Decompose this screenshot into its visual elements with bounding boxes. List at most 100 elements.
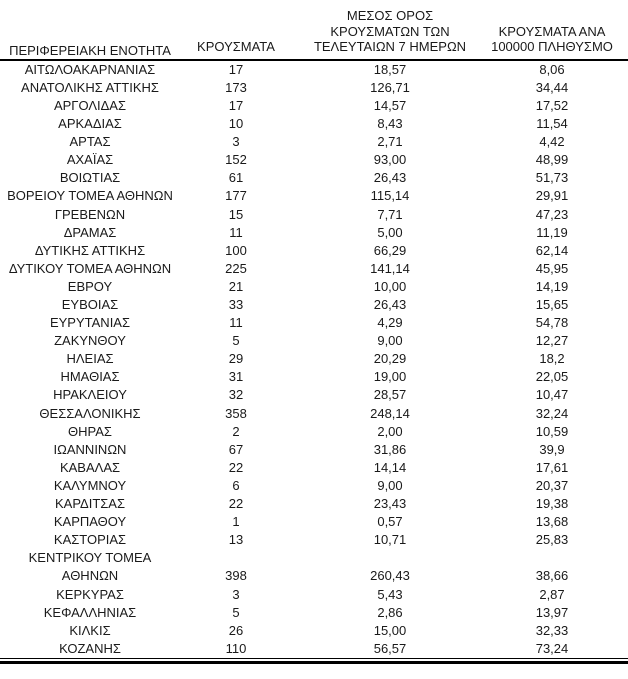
avg7-cell: 126,71 <box>370 79 410 95</box>
region-cell: ΑΧΑΪΑΣ <box>66 152 114 168</box>
region-cell: ΚΑΣΤΟΡΙΑΣ <box>53 532 127 548</box>
table-row: ΖΑΚΥΝΘΟΥ 5 9,00 12,27 <box>0 332 628 350</box>
per100k-cell: 73,24 <box>488 639 628 659</box>
table-row: ΘΕΣΣΑΛΟΝΙΚΗΣ 358 248,14 32,24 <box>0 405 628 423</box>
region-cell: ΚΕΦΑΛΛΗΝΙΑΣ <box>43 604 137 620</box>
region-cell: ΚΑΡΔΙΤΣΑΣ <box>54 496 126 512</box>
per100k-cell: 25,83 <box>535 532 569 548</box>
header-cases: ΚΡΟΥΣΜΑΤΑ <box>180 8 292 61</box>
per100k-cell: 54,78 <box>535 315 569 331</box>
avg7-cell: 56,57 <box>292 639 488 659</box>
per100k-cell: 32,24 <box>535 405 569 421</box>
cases-cell: 358 <box>225 405 247 421</box>
region-cell: ΕΒΡΟΥ <box>67 278 113 294</box>
region-cell: ΕΥΒΟΙΑΣ <box>61 297 119 312</box>
cases-cell: 22 <box>228 459 244 475</box>
avg7-cell: 93,00 <box>373 152 407 168</box>
cases-cell: 2 <box>232 423 240 439</box>
cases-cell: 31 <box>228 369 244 385</box>
table-row: ΗΡΑΚΛΕΙΟΥ 32 28,57 10,47 <box>0 386 628 404</box>
header-cases-label: ΚΡΟΥΣΜΑΤΑ <box>197 39 275 55</box>
table-row: ΔΡΑΜΑΣ 11 5,00 11,19 <box>0 224 628 242</box>
cases-cell: 152 <box>225 152 247 168</box>
cases-cell: 11 <box>229 224 243 240</box>
table-row: ΚΕΡΚΥΡΑΣ 3 5,43 2,87 <box>0 586 628 604</box>
per100k-cell: 4,42 <box>539 134 565 150</box>
per100k-cell: 2,87 <box>539 586 565 602</box>
region-cell: ΘΗΡΑΣ <box>68 423 112 439</box>
table-header: ΠΕΡΙΦΕΡΕΙΑΚΗ ΕΝΟΤΗΤΑ ΚΡΟΥΣΜΑΤΑ ΜΕΣΟΣ ΟΡΟ… <box>0 8 628 61</box>
avg7-cell: 7,71 <box>377 206 403 222</box>
avg7-cell: 9,00 <box>377 477 403 493</box>
cases-cell: 3 <box>232 586 240 602</box>
per100k-cell: 39,9 <box>539 441 565 457</box>
cases-cell: 5 <box>232 604 240 620</box>
table-row: ΕΥΡΥΤΑΝΙΑΣ 11 4,29 54,78 <box>0 314 628 332</box>
header-region-label: ΠΕΡΙΦΕΡΕΙΑΚΗ ΕΝΟΤΗΤΑ <box>9 43 171 59</box>
avg7-cell: 2,71 <box>377 134 403 150</box>
cases-cell: 26 <box>228 622 244 638</box>
cases-table: ΠΕΡΙΦΕΡΕΙΑΚΗ ΕΝΟΤΗΤΑ ΚΡΟΥΣΜΑΤΑ ΜΕΣΟΣ ΟΡΟ… <box>0 8 628 659</box>
cases-cell: 15 <box>228 206 244 222</box>
cases-cell: 21 <box>228 278 244 294</box>
avg7-cell: 2,86 <box>377 604 403 620</box>
table-row: ΚΑΡΠΑΘΟΥ 1 0,57 13,68 <box>0 513 628 531</box>
avg7-cell: 8,43 <box>377 116 403 132</box>
per100k-cell: 62,14 <box>535 242 569 258</box>
avg7-cell: 28,57 <box>373 387 407 403</box>
table-row: ΚΕΝΤΡΙΚΟΥ ΤΟΜΕΑ ΑΘΗΝΩΝ 398 260,43 38,66 <box>0 549 628 585</box>
table-row: ΑΡΚΑΔΙΑΣ 10 8,43 11,54 <box>0 115 628 133</box>
region-cell: ΔΡΑΜΑΣ <box>63 224 117 240</box>
header-avg7: ΜΕΣΟΣ ΟΡΟΣ ΚΡΟΥΣΜΑΤΩΝ ΤΩΝ ΤΕΛΕΥΤΑΙΩΝ 7 Η… <box>292 8 488 61</box>
avg7-cell: 5,00 <box>377 224 403 240</box>
table-row: ΚΑΛΥΜΝΟΥ 6 9,00 20,37 <box>0 477 628 495</box>
per100k-cell: 14,19 <box>535 278 569 294</box>
cases-cell: 177 <box>225 188 247 204</box>
table-row: ΑΧΑΪΑΣ 152 93,00 48,99 <box>0 151 628 169</box>
cases-cell: 1 <box>232 514 240 530</box>
region-cell: ΚΕΡΚΥΡΑΣ <box>56 586 124 602</box>
cases-cell: 11 <box>229 315 243 331</box>
cases-cell: 6 <box>232 477 240 493</box>
region-cell: ΑΡΤΑΣ <box>69 134 111 150</box>
per100k-cell: 13,68 <box>535 514 569 530</box>
region-cell: ΘΕΣΣΑΛΟΝΙΚΗΣ <box>39 405 141 421</box>
table-row: ΗΛΕΙΑΣ 29 20,29 18,2 <box>0 350 628 368</box>
table-row: ΔΥΤΙΚΟΥ ΤΟΜΕΑ ΑΘΗΝΩΝ 225 141,14 45,95 <box>0 260 628 278</box>
table-row: ΚΙΛΚΙΣ 26 15,00 32,33 <box>0 622 628 640</box>
table-row: ΚΟΖΑΝΗΣ 110 56,57 73,24 <box>0 639 628 659</box>
region-cell: ΚΕΝΤΡΙΚΟΥ ΤΟΜΕΑ ΑΘΗΝΩΝ <box>28 550 152 584</box>
per100k-cell: 48,99 <box>535 152 569 168</box>
cases-cell: 13 <box>228 532 244 548</box>
cases-cell: 3 <box>232 134 240 150</box>
avg7-cell: 5,43 <box>377 586 403 602</box>
per100k-cell: 13,97 <box>535 604 569 620</box>
cases-cell: 17 <box>228 97 244 113</box>
per100k-cell: 17,52 <box>535 97 569 113</box>
per100k-cell: 10,47 <box>535 387 569 403</box>
region-cell: ΑΝΑΤΟΛΙΚΗΣ ΑΤΤΙΚΗΣ <box>21 79 159 95</box>
per100k-cell: 34,44 <box>535 79 569 95</box>
region-cell: ΚΑΒΑΛΑΣ <box>59 459 121 475</box>
region-cell: ΗΡΑΚΛΕΙΟΥ <box>53 387 127 403</box>
avg7-cell: 26,43 <box>373 297 407 312</box>
header-avg7-line1: ΜΕΣΟΣ ΟΡΟΣ <box>346 8 434 23</box>
table-row: ΒΟΙΩΤΙΑΣ 61 26,43 51,73 <box>0 169 628 187</box>
region-cell: ΚΟΖΑΝΗΣ <box>0 639 180 659</box>
region-cell: ΑΡΓΟΛΙΔΑΣ <box>53 97 127 113</box>
avg7-cell: 248,14 <box>370 405 410 421</box>
bottom-rule <box>0 660 628 664</box>
avg7-cell: 9,00 <box>377 333 403 349</box>
region-cell: ΔΥΤΙΚΟΥ ΤΟΜΕΑ ΑΘΗΝΩΝ <box>8 260 172 276</box>
per100k-cell: 11,19 <box>536 224 568 240</box>
region-cell: ΚΑΡΠΑΘΟΥ <box>53 514 127 530</box>
table-row: ΒΟΡΕΙΟΥ ΤΟΜΕΑ ΑΘΗΝΩΝ 177 115,14 29,91 <box>0 187 628 205</box>
per100k-cell: 47,23 <box>535 206 569 222</box>
cases-cell: 29 <box>228 351 244 367</box>
per100k-cell: 32,33 <box>535 622 569 638</box>
cases-cell: 67 <box>228 441 244 457</box>
avg7-cell: 260,43 <box>370 568 410 584</box>
per100k-cell: 18,2 <box>539 351 565 367</box>
table-row: ΙΩΑΝΝΙΝΩΝ 67 31,86 39,9 <box>0 441 628 459</box>
per100k-cell: 17,61 <box>535 459 569 475</box>
